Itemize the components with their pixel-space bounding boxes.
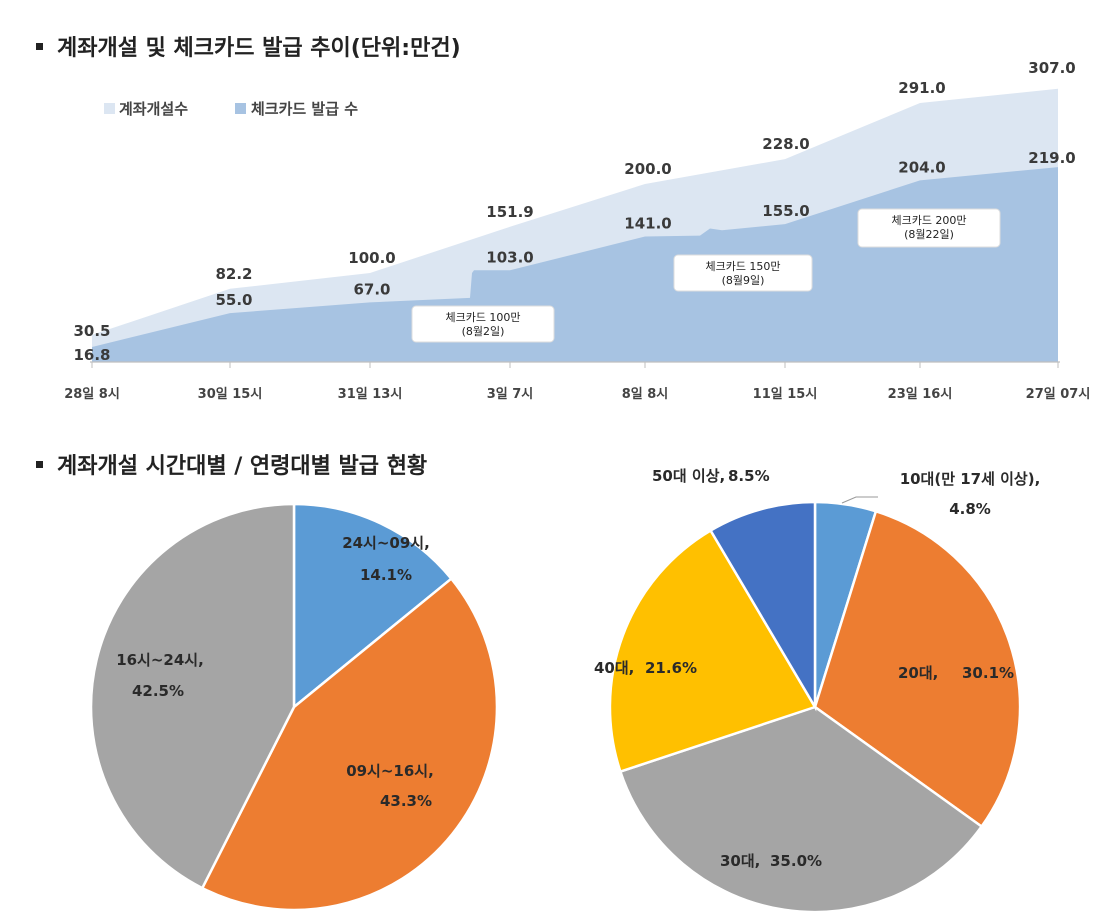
annotation-box [857,208,1001,248]
pie-slice-label: 16시~24시, [116,651,204,669]
data-label-account: 100.0 [348,249,395,267]
pie-slice [89,502,296,890]
pie-slice-pct: 42.5% [132,682,184,700]
data-label-account: 82.2 [215,265,252,283]
annotation-text: (8월22일) [904,227,954,241]
bullet-icon [36,42,43,50]
data-label-checkcard: 204.0 [898,158,945,176]
pie-chart-age: 10대(만 17세 이상), 4.8% 20대, 30.1% 30대, 35.0% 40대,… [594,467,1041,914]
pie-slice-label: 40대, [594,659,634,677]
legend-swatch-checkcard [235,103,246,114]
data-label-checkcard: 141.0 [624,215,671,233]
data-label-account: 307.0 [1028,59,1075,77]
data-label-account: 228.0 [762,135,809,153]
data-label-account: 291.0 [898,79,945,97]
pie-section-title-text: 계좌개설 시간대별 / 연령대별 발급 현황 [57,454,428,479]
annotation-text: 체크카드 200만 [891,214,966,227]
pie-slice-pct: 30.1% [962,664,1014,682]
pie-slice-pct: 14.1% [360,566,412,584]
legend-label-account: 계좌개설수 [119,100,188,118]
x-tick-label: 30일 15시 [198,387,263,402]
x-tick-label: 27일 07시 [1026,387,1091,402]
annotation-box [411,305,555,343]
trend-chart-title: 계좌개설 및 체크카드 발급 추이(단위:만건) [36,30,461,62]
annotation-text: (8월2일) [462,324,505,338]
pie-section-title: 계좌개설 시간대별 / 연령대별 발급 현황 [36,448,427,480]
data-label-account: 200.0 [624,160,671,178]
x-tick-label: 31일 13시 [338,387,403,402]
x-tick-label: 3일 7시 [487,387,534,402]
data-label-checkcard: 67.0 [353,280,390,298]
data-label-checkcard: 103.0 [486,248,533,266]
data-label-checkcard: 155.0 [762,202,809,220]
x-tick-label: 23일 16시 [888,387,953,402]
pie-slice [200,576,499,912]
pie-slice-pct: 21.6% [645,659,697,677]
pie-slice-label: 24시~09시, [342,534,430,552]
series-checkcard-area [92,167,1058,362]
annotation-box [673,254,813,292]
pie-slice-pct: 43.3% [380,792,432,810]
data-label-account: 30.5 [73,322,110,340]
pie-slice [708,500,817,712]
annotation-text: 체크카드 150만 [705,260,780,273]
pie-slice-label: 50대 이상, [652,467,725,485]
area-chart: 28일 8시 30일 15시 31일 13시 3일 7시 8일 8시 11일 15시 23일… [64,59,1090,402]
x-tick-label: 11일 15시 [753,387,818,402]
bullet-icon [36,460,43,468]
pie-chart-time: 24시~09시, 14.1% 09시~16시, 43.3% 16시~24시, 42.5% [89,502,499,912]
x-tick-label: 28일 8시 [64,387,120,402]
data-label-checkcard: 16.8 [73,346,110,364]
pie-slice [292,502,454,710]
pie-slice-pct: 35.0% [770,852,822,870]
pie-slice-label: 20대, [898,664,938,682]
trend-chart-title-text: 계좌개설 및 체크카드 발급 추이(단위:만건) [57,36,461,61]
data-label-account: 151.9 [486,203,533,221]
data-label-checkcard: 219.0 [1028,149,1075,167]
annotation-text: 체크카드 100만 [445,311,520,324]
pie-leader-line [841,496,878,504]
pie-slice-pct: 4.8% [949,500,991,518]
annotation-text: (8월9일) [722,273,765,287]
legend-swatch-account [104,103,115,114]
pie-slice-label: 09시~16시, [346,762,434,780]
legend-label-checkcard: 체크카드 발급 수 [251,100,358,118]
pie-slice-pct: 8.5% [728,467,770,485]
pie-slice [813,509,1022,829]
pie-slice [608,528,817,774]
pie-slice-label: 10대(만 17세 이상), [900,470,1041,488]
x-tick-label: 8일 8시 [622,387,669,402]
data-label-checkcard: 55.0 [215,291,252,309]
pie-slice [618,705,984,914]
pie-slice-label: 30대, [720,852,760,870]
